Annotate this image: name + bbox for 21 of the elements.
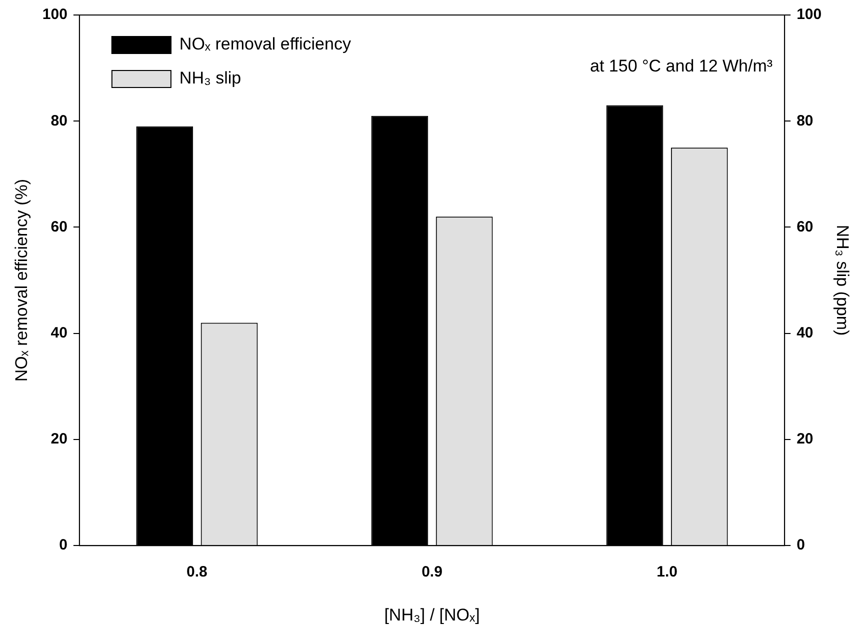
y2-tick-label: 20: [796, 430, 814, 448]
x-tick-label: 0.8: [186, 564, 208, 581]
y-tick-label: 60: [50, 218, 68, 236]
y-tick-label: 0: [59, 536, 68, 554]
y2-tick-label: 100: [796, 6, 822, 24]
y-tick-label: 100: [42, 6, 68, 24]
y2-tick-label: 60: [796, 218, 814, 236]
y-tick-label: 40: [50, 324, 68, 342]
legend-label: NH₃ slip: [179, 68, 242, 88]
x-axis-title: [NH₃] / [NOₓ]: [384, 605, 480, 624]
y-axis-title: NOₓ removal efficiency (%): [12, 178, 31, 382]
x-tick-label: 1.0: [656, 564, 678, 581]
y-tick-label: 80: [50, 112, 68, 130]
y2-tick-label: 80: [796, 112, 814, 130]
x-tick-label: 0.9: [422, 564, 442, 581]
y2-axis-title: NH₃ slip (ppm): [833, 224, 852, 336]
y2-tick-label: 40: [796, 324, 814, 342]
annotation: at 150 °C and 12 Wh/m³: [590, 56, 773, 76]
y2-tick-label: 0: [796, 536, 805, 554]
y-tick-label: 20: [50, 430, 68, 448]
legend-label: NOₓ removal efficiency: [179, 34, 352, 54]
